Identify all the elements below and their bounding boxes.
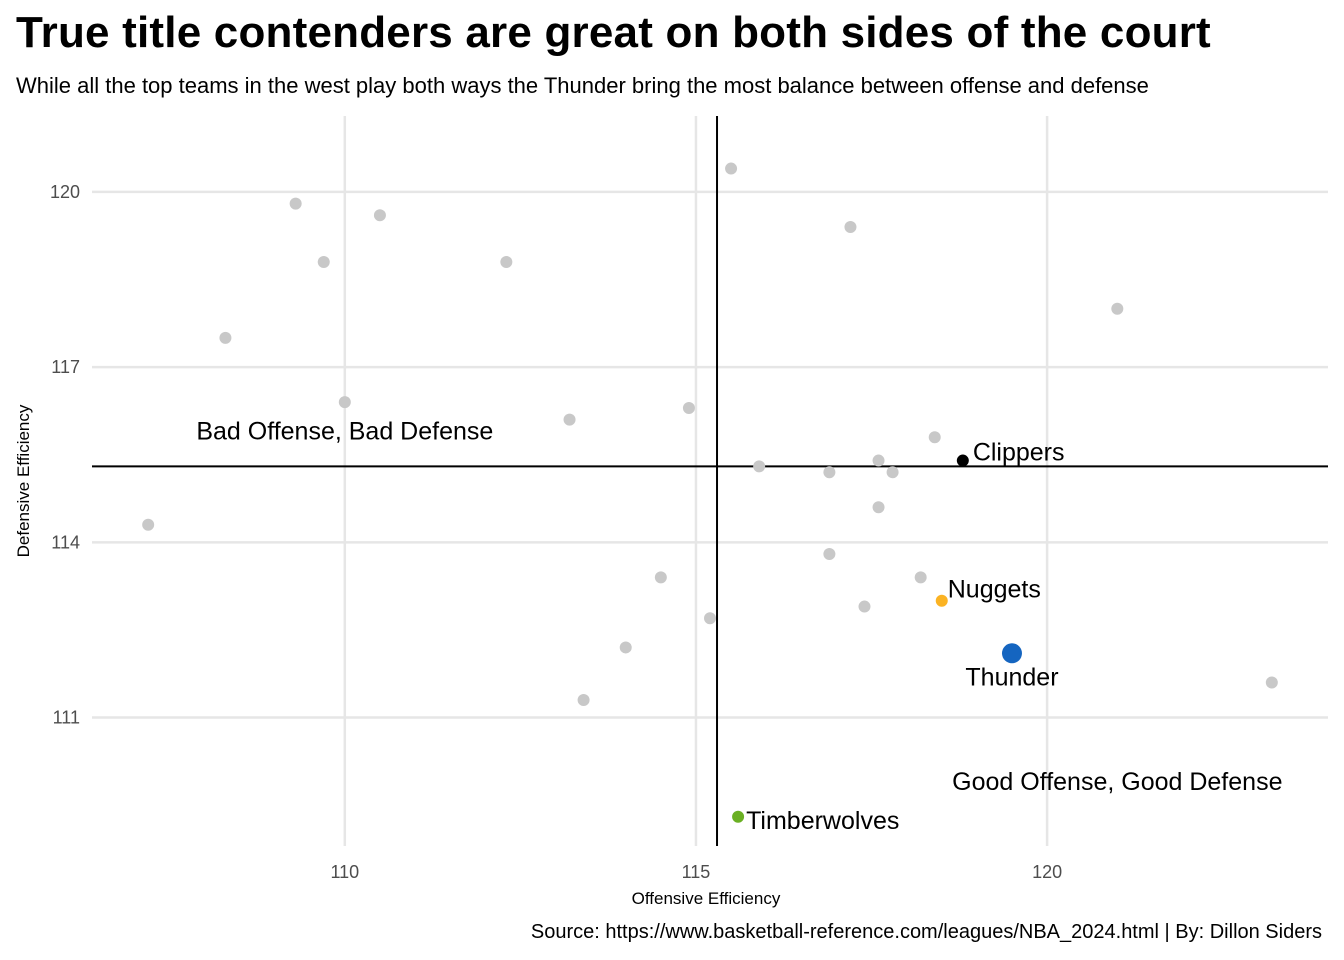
- y-axis-title: Defensive Efficiency: [14, 404, 33, 557]
- team-point: [682, 402, 695, 414]
- team-point: [1111, 302, 1124, 315]
- x-tick-label: 120: [1032, 862, 1062, 882]
- x-tick-label: 115: [682, 862, 711, 882]
- team-point: [577, 694, 590, 706]
- team-point: [563, 413, 576, 426]
- y-tick-label: 117: [51, 357, 80, 377]
- label-thunder: Thunder: [965, 663, 1058, 691]
- team-point: [872, 501, 885, 514]
- team-point: [338, 396, 351, 409]
- team-point: [928, 431, 941, 444]
- team-point: [317, 256, 330, 268]
- chart-caption: Source: https://www.basketball-reference…: [530, 921, 1322, 943]
- team-point: [914, 571, 927, 584]
- team-point: [725, 162, 738, 175]
- labels: Clippers Nuggets Thunder Timberwolves Bad Of…: [196, 417, 1282, 834]
- team-point: [844, 220, 857, 233]
- team-point: [823, 466, 836, 479]
- team-point: [619, 641, 632, 654]
- team-point: [872, 454, 885, 467]
- point-nuggets: [935, 594, 948, 607]
- label-clippers: Clippers: [973, 439, 1065, 467]
- team-point: [142, 518, 155, 531]
- team-point: [500, 256, 513, 268]
- y-tick-label: 111: [53, 708, 80, 728]
- team-point: [1265, 676, 1278, 689]
- team-point: [858, 600, 871, 613]
- grid-lines: [92, 116, 1328, 846]
- team-point: [753, 460, 766, 473]
- chart-title: True title contenders are great on both …: [16, 8, 1211, 57]
- y-tick-label: 120: [50, 182, 80, 202]
- team-point: [289, 197, 302, 210]
- y-tick-label: 114: [51, 532, 80, 552]
- reference-lines: [92, 116, 1328, 846]
- team-point: [219, 331, 232, 344]
- team-point: [823, 548, 836, 560]
- team-point: [886, 466, 899, 479]
- chart-subtitle: While all the top teams in the west play…: [16, 73, 1149, 98]
- team-point: [373, 209, 386, 222]
- quadrant-annotation: Bad Offense, Bad Defense: [196, 417, 493, 445]
- team-point: [704, 612, 716, 625]
- label-nuggets: Nuggets: [948, 576, 1041, 604]
- point-thunder: [1001, 643, 1022, 664]
- quadrant-annotation: Good Offense, Good Defense: [952, 768, 1282, 796]
- label-timberwolves: Timberwolves: [746, 807, 899, 835]
- x-axis-title: Offensive Efficiency: [632, 889, 781, 908]
- team-point: [654, 571, 667, 584]
- point-clippers: [956, 454, 969, 467]
- x-tick-label: 110: [330, 862, 359, 882]
- point-timberwolves: [732, 810, 745, 823]
- data-points: [142, 162, 1278, 823]
